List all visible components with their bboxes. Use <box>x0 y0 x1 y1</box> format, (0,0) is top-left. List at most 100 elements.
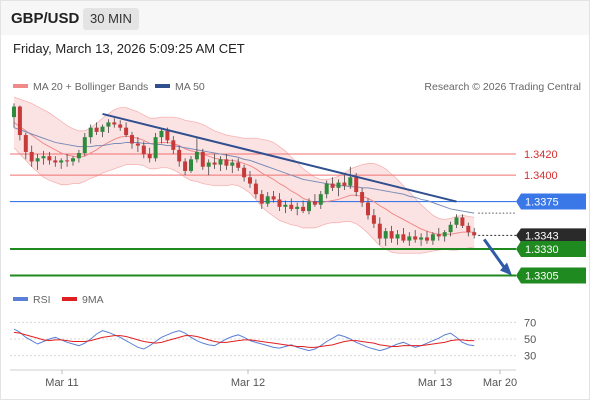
candle-body <box>112 122 117 125</box>
x-tick-label: Mar 11 <box>45 377 78 389</box>
x-axis: Mar 11 Mar 12 Mar 13 Mar 20 <box>45 370 517 389</box>
resistance-label: 1.3400 <box>524 170 558 182</box>
resistance-label: 1.3420 <box>524 149 558 161</box>
candle-body <box>383 231 388 239</box>
candle-body <box>377 223 382 239</box>
chart-header: GBP/USD 30 MIN <box>1 1 589 35</box>
candle-body <box>65 160 70 162</box>
candle-body <box>189 159 193 171</box>
candle-body <box>312 201 317 205</box>
rsi-panel: 70 50 30 <box>10 317 536 363</box>
credit-label: Research © 2026 Trading Central <box>424 81 581 93</box>
rsi-legend-swatch <box>13 297 28 301</box>
candle-body <box>430 234 435 241</box>
rsi-legend-label: RSI <box>33 294 51 306</box>
candle-body <box>307 201 311 212</box>
candle-body <box>360 192 365 203</box>
candle-body <box>259 194 264 204</box>
bb-legend-label: MA 20 + Bollinger Bands <box>33 81 148 93</box>
candle-body <box>47 156 52 161</box>
candle-body <box>59 160 64 163</box>
candle-body <box>194 151 199 160</box>
candle-body <box>12 106 16 118</box>
candle-body <box>224 159 229 166</box>
candle-body <box>283 204 288 207</box>
candle-body <box>17 106 22 136</box>
candle-body <box>366 202 370 216</box>
candle-body <box>395 234 400 239</box>
candle-body <box>289 204 294 209</box>
candle-body <box>23 135 28 152</box>
candle-body <box>218 159 223 165</box>
candle-body <box>159 130 164 138</box>
candle-body <box>401 234 406 241</box>
candle-body <box>141 145 146 155</box>
candle-body <box>82 137 87 153</box>
candle-body <box>336 182 341 188</box>
candle-body <box>342 182 347 186</box>
resistance-trendline <box>102 112 457 203</box>
candle-body <box>371 215 376 224</box>
candle-body <box>466 225 471 233</box>
bb-lower <box>13 147 475 254</box>
candle-body <box>35 158 40 162</box>
candle-body <box>407 236 412 241</box>
candle-body <box>324 183 329 195</box>
x-tick-label: Mar 13 <box>418 377 452 389</box>
candle-body <box>242 167 247 178</box>
candle-body <box>277 199 282 207</box>
candle-body <box>413 236 418 240</box>
candle-body <box>448 224 453 233</box>
candle-body <box>354 177 359 193</box>
candle-body <box>419 237 424 240</box>
annotations <box>102 112 512 276</box>
candle-body <box>124 127 129 136</box>
candle-body <box>88 127 93 138</box>
candle-body <box>130 135 134 144</box>
candle-body <box>454 217 459 225</box>
rsi-ma-legend-swatch <box>62 297 77 301</box>
ma50-legend-label: MA 50 <box>175 81 205 93</box>
projection-arrow-head <box>500 262 512 276</box>
rsi-ma-legend-label: 9MA <box>82 294 104 306</box>
candle-body <box>165 130 170 141</box>
candle-body <box>442 232 447 237</box>
rsi-ma-line <box>13 331 475 348</box>
pivot-tag <box>516 193 586 210</box>
rsi-tick-label: 70 <box>524 317 536 329</box>
candle-body <box>71 158 75 162</box>
support-label: 1.3305 <box>525 270 559 282</box>
candle-body <box>248 177 252 184</box>
candle-body <box>265 196 270 204</box>
candle-body <box>389 231 394 239</box>
last-price-label: 1.3343 <box>525 230 559 242</box>
level-labels: 1.3420 1.3400 1.3375 1.3343 1.3330 1.3305 <box>516 149 586 284</box>
bb-legend-swatch <box>13 84 28 88</box>
candle-body <box>460 217 465 226</box>
candle-body <box>200 151 205 167</box>
x-tick-label: Mar 12 <box>231 377 265 389</box>
candle-body <box>271 196 276 200</box>
ma20-line <box>13 121 475 235</box>
candle-body <box>135 143 140 146</box>
candle-body <box>301 206 306 212</box>
timestamp: Friday, March 13, 2026 5:09:25 AM CET <box>13 41 245 56</box>
rsi-line <box>13 328 475 352</box>
ma50-legend-swatch <box>155 84 170 88</box>
candle-body <box>425 237 429 241</box>
candle-body <box>118 124 123 128</box>
x-tick-label: Mar 20 <box>483 377 517 389</box>
candle-body <box>29 151 34 162</box>
candle-body <box>100 126 105 132</box>
candle-body <box>212 162 217 165</box>
moving-averages <box>13 121 475 235</box>
candle-body <box>253 183 258 195</box>
candle-body <box>236 162 241 168</box>
rsi-tick-label: 50 <box>524 334 536 346</box>
support-label: 1.3330 <box>525 244 559 256</box>
timeframe-badge[interactable]: 30 MIN <box>83 8 139 30</box>
candle-body <box>53 160 58 163</box>
candle-body <box>171 140 176 150</box>
candle-body <box>177 149 182 162</box>
candle-body <box>41 156 46 159</box>
